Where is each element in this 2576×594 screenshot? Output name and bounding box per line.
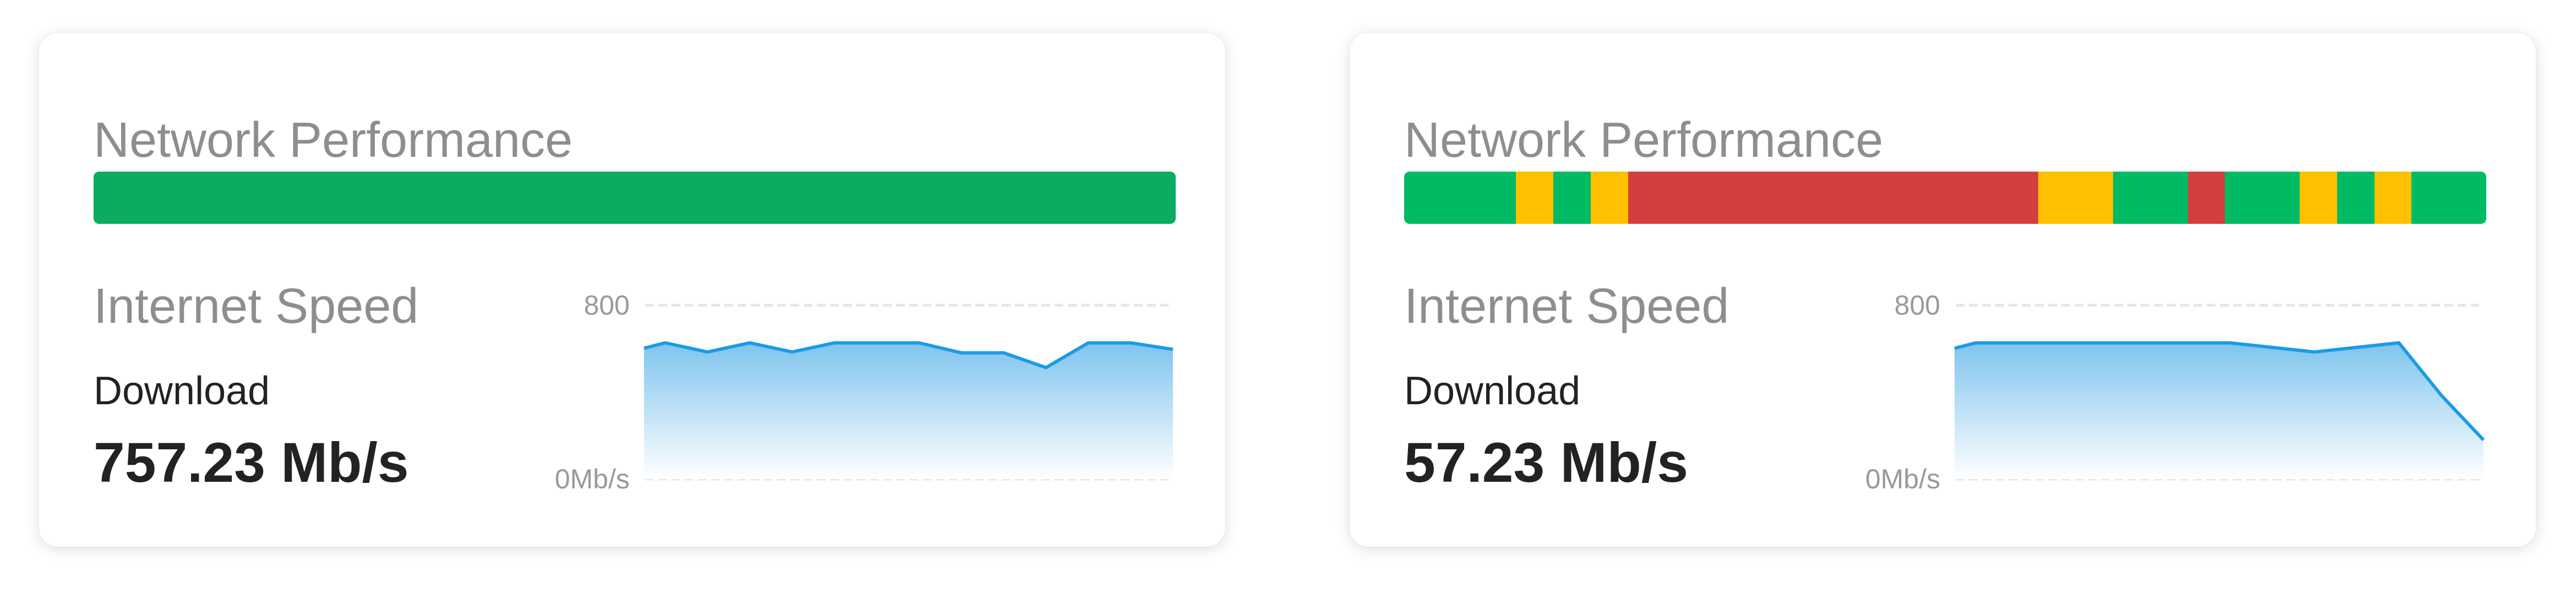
y-tick-label: 0Mb/s <box>555 464 630 494</box>
bar-segment-good <box>2337 172 2375 224</box>
speed-line <box>643 341 1174 370</box>
card-title: Network Performance <box>94 113 573 168</box>
y-tick-label: 0Mb/s <box>1865 464 1940 494</box>
bar-segment-fair <box>2374 172 2412 224</box>
area-fill <box>1955 343 2484 479</box>
bar-segment-good <box>2411 172 2486 224</box>
bar-segment-poor <box>2187 172 2225 224</box>
download-label: Download <box>94 369 270 413</box>
bar-segment-fair <box>1590 172 1628 224</box>
bar-segment-poor <box>1628 172 2039 224</box>
speed-chart: 800 0Mb/s <box>1865 290 2485 494</box>
download-value: 57.23 Mb/s <box>1404 431 1688 494</box>
area-fill <box>644 343 1173 479</box>
y-tick-label: 800 <box>1895 290 1940 321</box>
internet-speed-title: Internet Speed <box>1404 279 1729 334</box>
network-card-1: Network Performance Internet Speed Downl… <box>39 33 1225 547</box>
internet-speed-title: Internet Speed <box>94 279 419 334</box>
speed-line <box>1954 341 2485 441</box>
y-tick-label: 800 <box>584 290 630 321</box>
bar-segment-fair <box>2300 172 2337 224</box>
bar-segment-good <box>2113 172 2188 224</box>
download-label: Download <box>1404 369 1581 413</box>
bar-segment-good <box>94 172 1176 224</box>
card-title: Network Performance <box>1404 113 1884 168</box>
performance-bar <box>1404 172 2486 224</box>
network-card-2: Network Performance Internet Speed Downl… <box>1350 33 2536 547</box>
performance-bar <box>94 172 1176 224</box>
bar-segment-fair <box>1516 172 1554 224</box>
download-value: 757.23 Mb/s <box>94 431 409 494</box>
bar-segment-good <box>1404 172 1516 224</box>
speed-chart: 800 0Mb/s <box>555 290 1174 494</box>
bar-segment-good <box>2225 172 2300 224</box>
bar-segment-good <box>1553 172 1591 224</box>
bar-segment-fair <box>2038 172 2114 224</box>
